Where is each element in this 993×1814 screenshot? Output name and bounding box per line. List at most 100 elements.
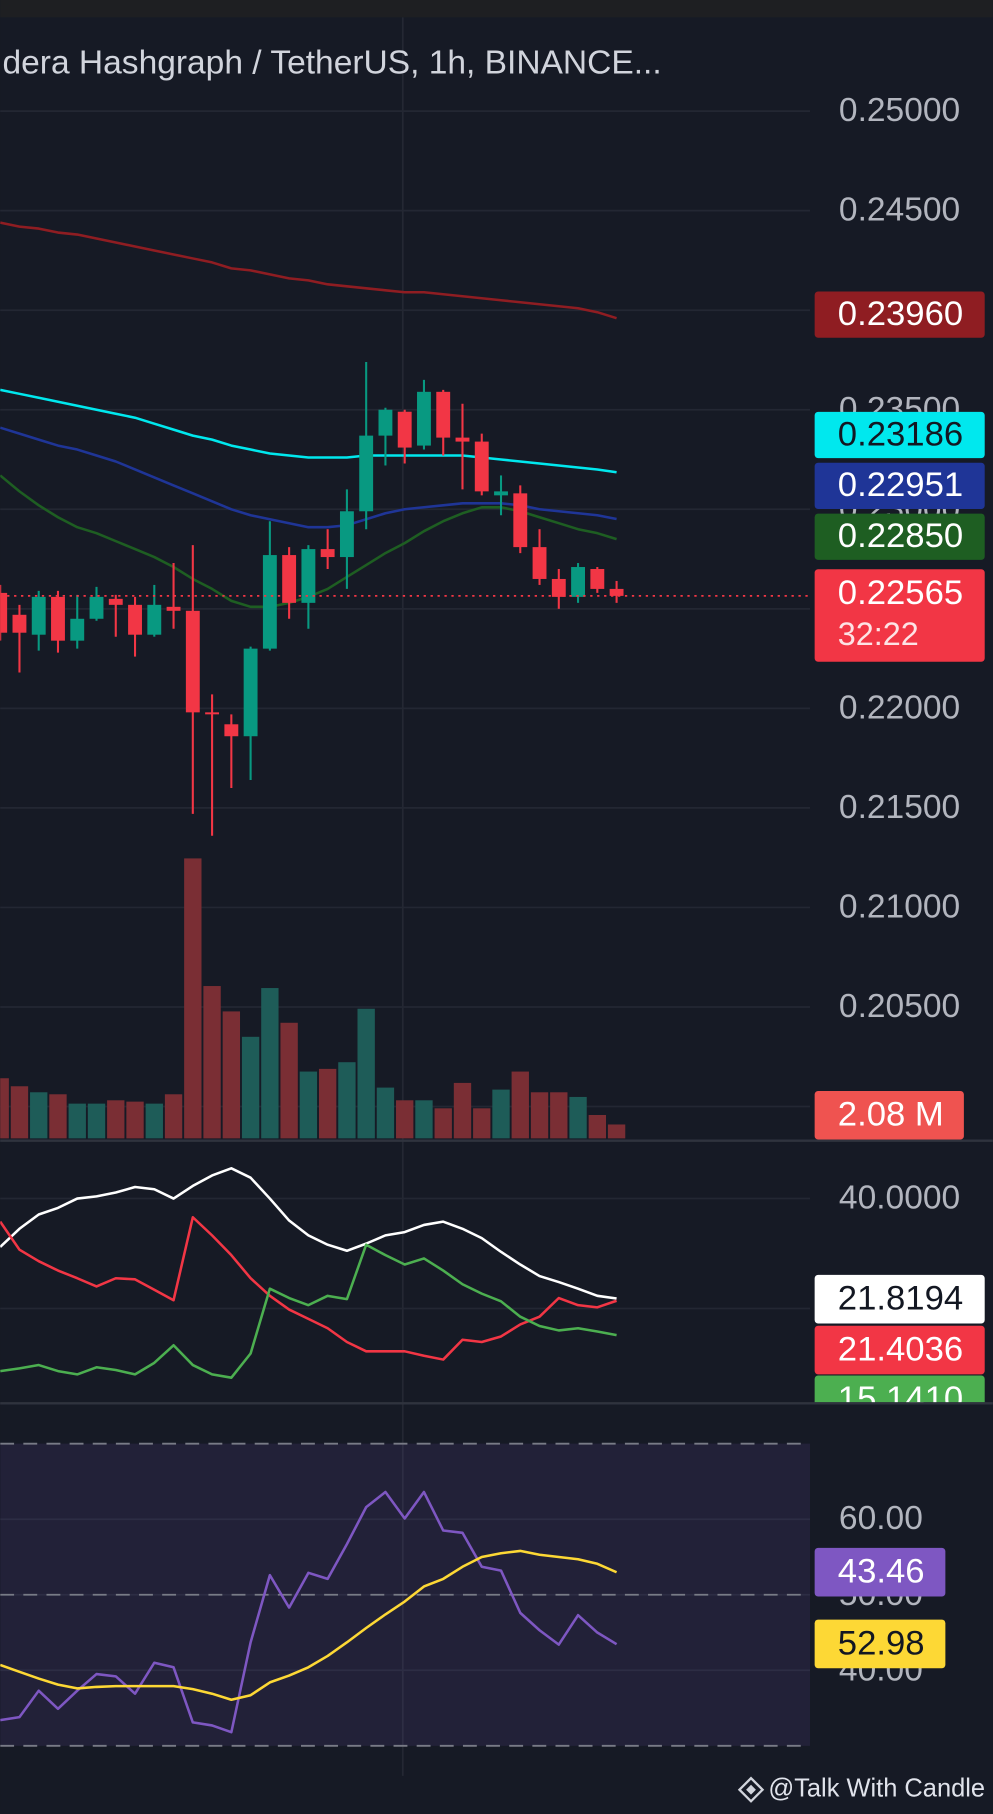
ma-value-label-box: [814, 291, 985, 338]
volume-bar: [0, 1078, 9, 1139]
volume-value-label-box: [814, 1090, 964, 1140]
indicator-value-label: 52.98: [838, 1624, 925, 1662]
value-labels: 0.23960 0.23186 0.22951 0.22850 0.22565 32:22…: [814, 291, 985, 1669]
candle-body: [147, 604, 162, 635]
volume-bar: [126, 1101, 144, 1139]
volume-bar: [607, 1124, 626, 1139]
chart-title: dera Hashgraph / TetherUS, 1h, BINANCE..…: [3, 45, 662, 82]
series-line: [0, 388, 617, 474]
ma-value-label: 0.23186: [838, 415, 963, 453]
candle-body: [359, 435, 374, 512]
series-line: [0, 1243, 617, 1379]
volume-bar: [145, 1103, 163, 1139]
indicator-value-label-box: [814, 1325, 985, 1375]
candle-body: [166, 606, 181, 611]
candle-body: [571, 567, 586, 597]
ma-value-label: 0.22850: [838, 517, 963, 555]
volume-bar: [30, 1092, 48, 1139]
plot-area: [0, 221, 811, 1747]
candle-body: [532, 547, 547, 579]
indicator-value-label: 21.4036: [838, 1330, 963, 1368]
volume-bar: [357, 1008, 375, 1139]
candle-body: [108, 598, 123, 605]
candle-body: [262, 555, 277, 649]
volume-bar: [415, 1100, 433, 1139]
candle-body: [51, 596, 65, 641]
countdown: 32:22: [838, 616, 919, 652]
volume-bar: [492, 1089, 510, 1139]
candle-body: [494, 491, 508, 496]
indicator-value-label-box: [814, 1274, 985, 1324]
series-line: [0, 1167, 617, 1300]
candle-body: [185, 610, 200, 713]
volume-bar: [434, 1108, 452, 1139]
candle-body: [436, 391, 451, 438]
candle-body: [0, 592, 8, 633]
candle-body: [455, 437, 470, 442]
candle-body: [301, 549, 316, 603]
volume-bar: [299, 1071, 318, 1139]
indicator-value-label: 43.46: [838, 1553, 925, 1591]
volume-bar: [164, 1094, 183, 1139]
candle-body: [70, 618, 85, 641]
y-tick-label: 40.0000: [839, 1180, 960, 1217]
candle-body: [243, 648, 258, 737]
volume-bar: [241, 1036, 260, 1139]
volume-bar: [396, 1100, 414, 1139]
y-tick-label: 0.25000: [839, 92, 960, 129]
y-tick-label: 0.21000: [839, 888, 960, 925]
y-tick-label: 0.21500: [839, 789, 960, 826]
watermark: @Talk With Candle: [768, 1774, 985, 1802]
volume-bar: [530, 1092, 549, 1139]
candle-body: [590, 569, 605, 589]
series-line: [0, 1549, 618, 1702]
volume-bar: [318, 1068, 337, 1139]
indicator-value-label-box: [814, 1375, 985, 1403]
ma-value-label: 0.22951: [838, 466, 963, 504]
volume-bar: [261, 988, 279, 1139]
volume-bar: [222, 1011, 241, 1139]
volume-bar: [280, 1022, 298, 1139]
ma-value-label-box: [814, 411, 985, 459]
volume-bar: [107, 1100, 125, 1139]
y-tick-label: 0.22000: [839, 689, 960, 726]
ma-value-label-box: [814, 513, 985, 560]
volume-bar: [203, 986, 221, 1139]
candle-body: [474, 441, 489, 492]
top-bar: [0, 0, 993, 18]
volume-bar: [511, 1071, 529, 1139]
ma-value-label: 0.23960: [838, 295, 963, 333]
series-line: [0, 221, 617, 320]
ma-value-label-box: [814, 462, 985, 510]
indicator-value-label-box: [814, 1619, 946, 1669]
candle-body: [551, 578, 566, 597]
candle-body: [397, 411, 412, 448]
candle-body: [31, 596, 46, 635]
volume-bar: [184, 858, 202, 1139]
series-line: [0, 1215, 617, 1361]
y-tick-label: 60.00: [839, 1500, 923, 1537]
series-line: [0, 1490, 618, 1734]
last-price-label: 0.22565: [838, 574, 963, 612]
volume-bar: [550, 1092, 568, 1139]
volume-bar: [569, 1096, 587, 1139]
volume-value-label: 2.08 M: [838, 1096, 944, 1134]
indicator-value-label: 15.1410: [838, 1380, 963, 1418]
volume-bar: [376, 1087, 395, 1139]
candle-body: [128, 604, 142, 635]
candle-body: [513, 493, 528, 548]
y-tick-label: 0.24500: [839, 192, 960, 229]
candle-body: [378, 409, 393, 436]
volume-bar: [588, 1114, 606, 1139]
volume-bar: [338, 1062, 356, 1139]
candle-body: [89, 596, 104, 619]
candle-body: [282, 555, 297, 603]
volume-bar: [49, 1094, 67, 1139]
candle-body: [205, 712, 220, 715]
value-labels: 21.8194 21.4036 15.1410: [814, 1274, 985, 1418]
indicator-value-label: 21.8194: [838, 1280, 963, 1318]
volume-bar: [10, 1086, 29, 1139]
y-tick-label: 0.20500: [839, 988, 960, 1025]
